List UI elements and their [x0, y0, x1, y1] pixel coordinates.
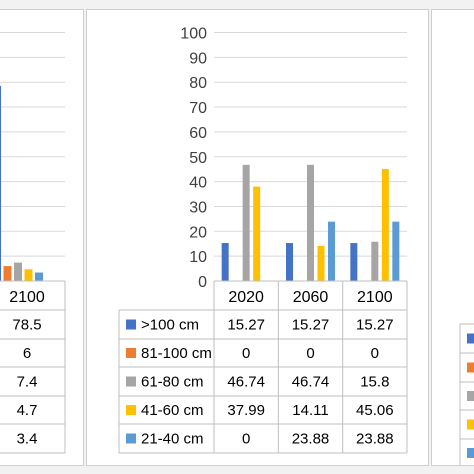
x-category-label: 2020 — [228, 289, 264, 306]
data-value-label: 0 — [242, 431, 250, 448]
bar-5-2100 — [392, 221, 400, 281]
y-tick-label: 0 — [198, 274, 207, 291]
right-legend-swatch — [467, 419, 474, 430]
y-tick-label: 20 — [189, 224, 207, 241]
bar-4-2100 — [381, 169, 389, 281]
legend-label: 41-60 cm — [141, 402, 204, 419]
left-value-label: 3.4 — [17, 431, 38, 448]
left-value-label: 78.5 — [12, 317, 41, 334]
right-legend-swatch — [467, 362, 474, 373]
bar-1-2060 — [286, 243, 293, 281]
legend-label: >100 cm — [141, 317, 199, 334]
bar-3-2100 — [371, 241, 379, 281]
right-legend-swatch — [467, 333, 474, 344]
x-category-label: 2060 — [293, 289, 329, 306]
left-bar-2 — [3, 266, 12, 281]
y-tick-label: 50 — [189, 150, 207, 167]
y-tick-label: 90 — [189, 50, 207, 67]
left-value-label: 4.7 — [17, 402, 38, 419]
legend-label: 21-40 cm — [141, 431, 204, 448]
data-value-label: 46.74 — [227, 374, 265, 391]
bar-3-2060 — [307, 164, 314, 281]
bar-4-2060 — [317, 245, 325, 281]
legend-swatch — [126, 319, 136, 330]
legend-swatch — [126, 376, 136, 387]
main-chart: 0 10 20 30 40 50 60 70 80 90 100 2020 2060 2100 >100 c… — [118, 26, 408, 454]
bar-3-2020 — [242, 164, 250, 281]
y-tick-label: 80 — [189, 75, 207, 92]
bar-1-2020 — [221, 243, 229, 281]
data-value-label: 0 — [371, 345, 379, 362]
left-bar-1 — [0, 85, 1, 282]
left-category-label: 2100 — [9, 289, 45, 306]
bar-1-2100 — [350, 243, 358, 281]
right-legend-swatch — [467, 391, 474, 401]
data-value-label: 15.27 — [292, 317, 330, 334]
left-bar-5 — [35, 272, 43, 281]
legend-label: 61-80 cm — [141, 374, 204, 391]
data-value-label: 0 — [306, 345, 314, 362]
left-chart-panel: 2100 78.5 6 7.4 4.7 3.4 — [0, 9, 84, 466]
legend-swatch — [126, 433, 136, 444]
main-chart-panel: 0 10 20 30 40 50 60 70 80 90 100 2020 2060 2100 >100 c… — [86, 9, 429, 466]
data-value-label: 0 — [242, 345, 250, 362]
data-value-label: 15.27 — [227, 317, 265, 334]
right-chart-panel — [431, 9, 474, 466]
data-value-label: 37.99 — [227, 402, 265, 419]
y-tick-label: 40 — [189, 175, 207, 192]
bar-5-2060 — [328, 221, 335, 281]
y-tick-label: 60 — [189, 125, 207, 142]
y-tick-label: 70 — [189, 100, 207, 117]
y-tick-label: 100 — [180, 26, 207, 43]
data-value-label: 46.74 — [292, 374, 330, 391]
left-bar-3 — [14, 262, 22, 281]
legend-swatch — [126, 405, 136, 415]
data-value-label: 23.88 — [356, 431, 394, 448]
data-value-label: 15.27 — [356, 317, 394, 334]
bar-4-2020 — [253, 186, 261, 281]
right-chart — [459, 323, 474, 465]
left-value-label: 6 — [23, 345, 31, 362]
data-value-label: 23.88 — [292, 431, 330, 448]
left-bar-4 — [24, 269, 33, 281]
y-tick-label: 30 — [189, 199, 207, 216]
data-value-label: 45.06 — [356, 402, 394, 419]
data-value-label: 14.11 — [292, 402, 328, 419]
left-value-label: 7.4 — [17, 374, 38, 391]
x-category-label: 2100 — [357, 289, 393, 306]
data-value-label: 15.8 — [360, 374, 389, 391]
right-legend-swatch — [467, 448, 474, 458]
y-tick-label: 10 — [189, 249, 207, 266]
legend-swatch — [126, 348, 136, 358]
legend-label: 81-100 cm — [141, 345, 212, 362]
left-chart: 2100 78.5 6 7.4 4.7 3.4 — [0, 32, 66, 454]
